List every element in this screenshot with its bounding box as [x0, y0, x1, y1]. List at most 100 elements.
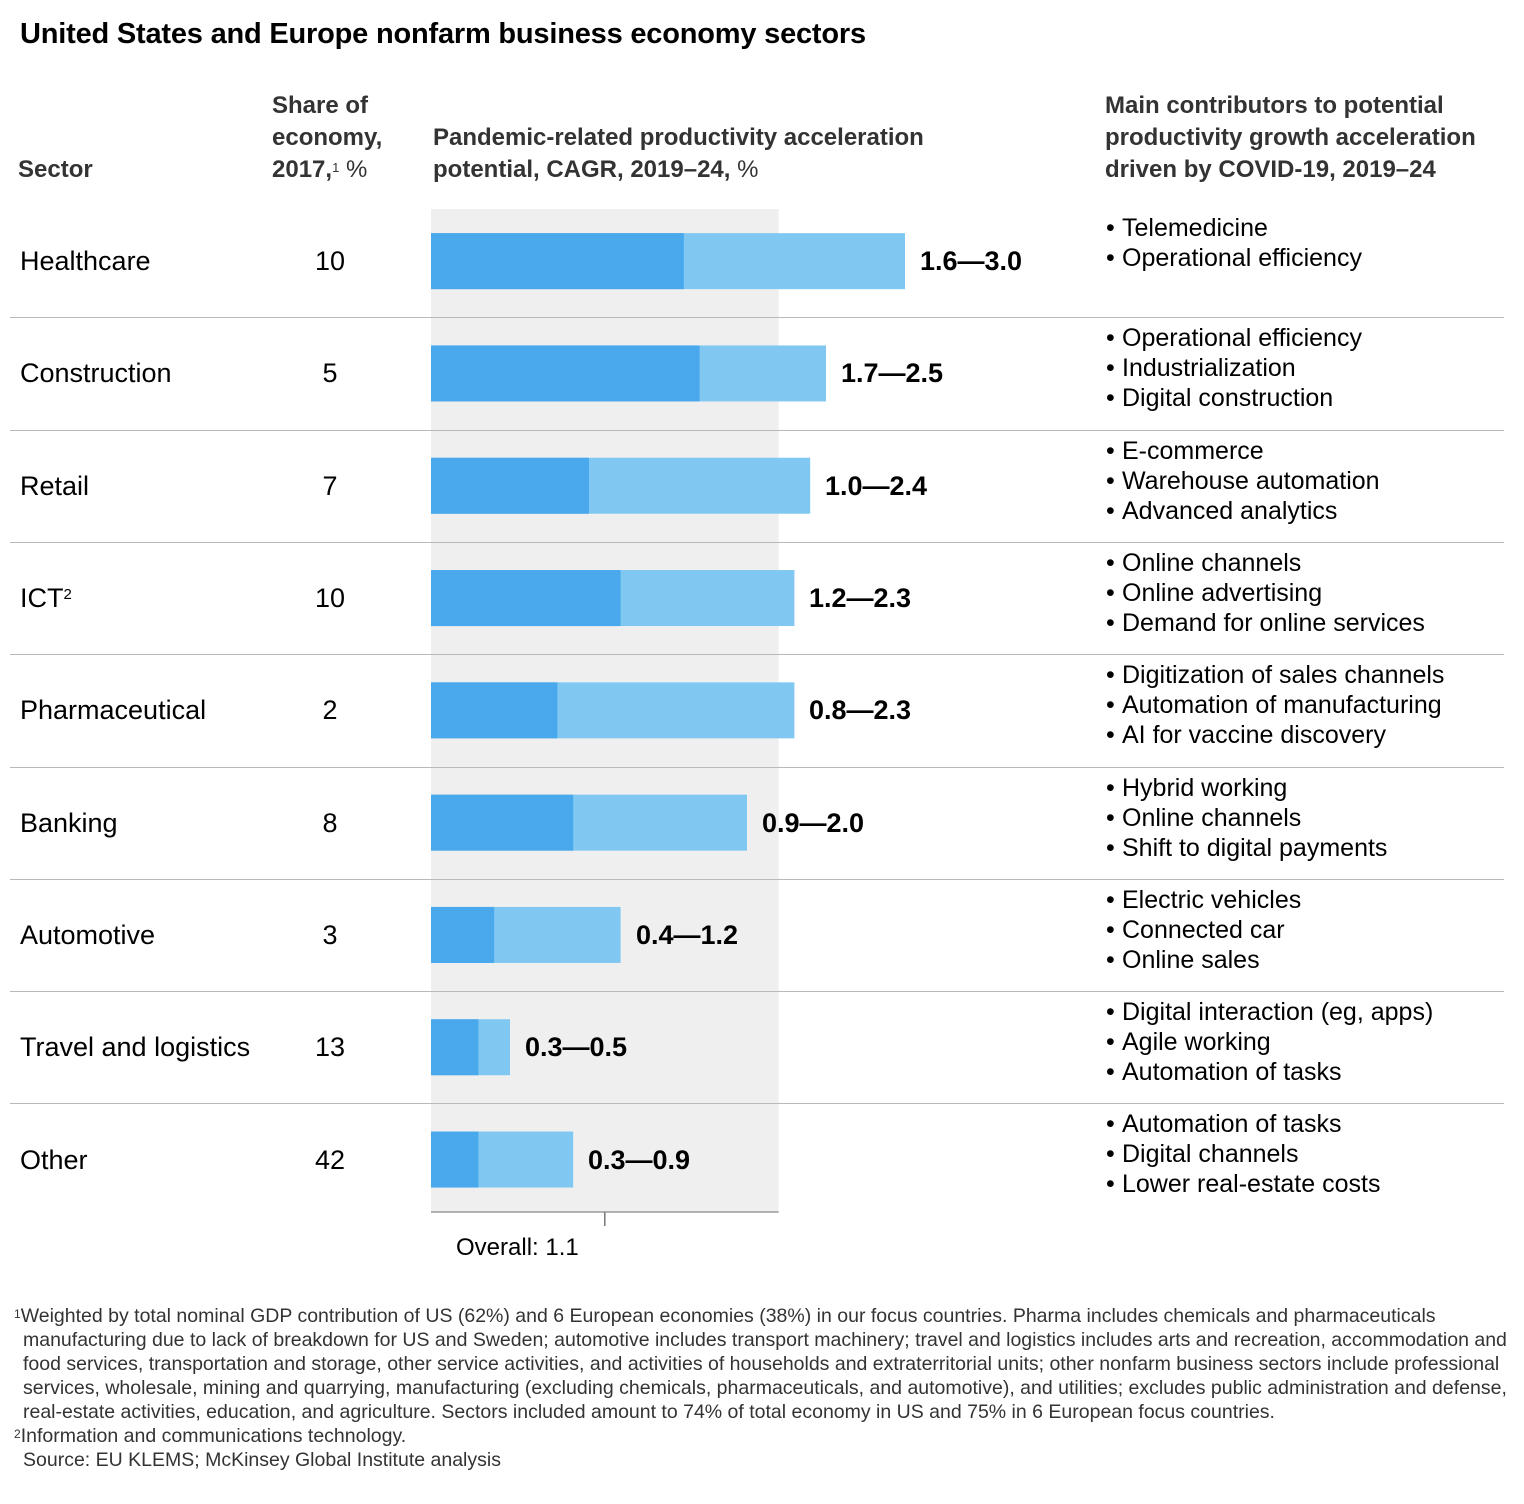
share-value: 5: [322, 358, 338, 388]
contributors-list: TelemedicineOperational efficiency: [1106, 213, 1362, 273]
row-divider: [10, 654, 1504, 655]
contributor-item: Digital construction: [1106, 383, 1362, 413]
row-divider: [10, 879, 1504, 880]
header-chart-period: potential, CAGR, 2019–24,: [433, 156, 731, 183]
range-label: 0.9—2.0: [762, 808, 865, 838]
sector-name: Healthcare: [20, 246, 151, 276]
sector-label: Construction: [20, 357, 172, 389]
bar-low-5: [431, 794, 574, 851]
header-sector: Sector: [18, 156, 93, 183]
bar-low-4: [431, 682, 558, 739]
contributors-list: Operational efficiencyIndustrializationD…: [1106, 323, 1362, 413]
contributor-item: Operational efficiency: [1106, 323, 1362, 353]
header-contrib-line2: productivity growth acceleration: [1105, 124, 1476, 151]
sector-label: Banking: [20, 807, 118, 839]
share-value: 10: [314, 246, 346, 276]
source-text: Source: EU KLEMS; McKinsey Global Instit…: [23, 1449, 501, 1471]
header-contrib-line3: driven by COVID-19, 2019–24: [1105, 156, 1436, 183]
contributor-item: Telemedicine: [1106, 213, 1362, 243]
contributor-item: Digital interaction (eg, apps): [1106, 997, 1433, 1027]
header-chart-line1: Pandemic-related productivity accelerati…: [433, 124, 924, 151]
header-share: Share of economy, 2017,1 %: [272, 90, 382, 186]
contributors-list: Online channelsOnline advertisingDemand …: [1106, 548, 1425, 638]
row-divider: [10, 1103, 1504, 1104]
row-divider: [10, 317, 1504, 318]
range-label: 0.3—0.9: [588, 1145, 691, 1175]
bar-low-2: [431, 457, 589, 514]
contributor-item: AI for vaccine discovery: [1106, 720, 1444, 750]
contributor-item: Automation of tasks: [1106, 1057, 1433, 1087]
sector-label: Pharmaceutical: [20, 694, 206, 726]
range-label: 1.7—2.5: [841, 358, 944, 388]
header-share-line2: economy,: [272, 124, 383, 151]
chart-area: [431, 209, 905, 1226]
contributor-item: Agile working: [1106, 1027, 1433, 1057]
contributor-item: Demand for online services: [1106, 608, 1425, 638]
share-value: 8: [322, 808, 338, 838]
sector-name: Banking: [20, 808, 118, 838]
header-contributors: Main contributors to potential productiv…: [1105, 90, 1515, 186]
row-divider: [10, 767, 1504, 768]
bar-low-8: [431, 1131, 479, 1188]
footnote-1-marker: 1: [14, 1307, 21, 1321]
sector-name: Construction: [20, 358, 172, 388]
header-chart-line2: potential, CAGR, 2019–24, %: [433, 154, 1053, 186]
header-contrib-line1: Main contributors to potential: [1105, 92, 1444, 119]
footnote-1: 1Weighted by total nominal GDP contribut…: [14, 1304, 1509, 1424]
share-value: 42: [314, 1145, 346, 1175]
contributor-item: Automation of tasks: [1106, 1109, 1380, 1139]
footnote-2-marker: 2: [14, 1427, 21, 1441]
header-share-year: 2017,: [272, 156, 333, 183]
source-note: Source: EU KLEMS; McKinsey Global Instit…: [14, 1448, 1509, 1472]
range-label: 1.0—2.4: [825, 471, 928, 501]
range-label: 0.4—1.2: [636, 920, 739, 950]
range-label: 0.3—0.5: [525, 1032, 628, 1062]
bar-low-3: [431, 570, 621, 627]
range-label: 0.8—2.3: [809, 695, 912, 725]
row-divider: [10, 991, 1504, 992]
footnote-1-text: Weighted by total nominal GDP contributi…: [20, 1305, 1507, 1423]
contributor-item: Lower real-estate costs: [1106, 1169, 1380, 1199]
sector-name: Travel and logistics: [20, 1032, 251, 1062]
sector-label: Healthcare: [20, 245, 151, 277]
sector-label: Retail: [20, 470, 89, 502]
contributor-item: Warehouse automation: [1106, 466, 1380, 496]
footnotes: 1Weighted by total nominal GDP contribut…: [14, 1304, 1509, 1472]
contributors-list: Electric vehiclesConnected carOnline sal…: [1106, 885, 1301, 975]
bar-low-0: [431, 233, 684, 290]
contributor-item: Advanced analytics: [1106, 496, 1380, 526]
contributor-item: Automation of manufacturing: [1106, 690, 1444, 720]
sector-label: Travel and logistics: [20, 1031, 250, 1063]
header-share-line1: Share of: [272, 92, 369, 119]
contributor-item: Industrialization: [1106, 353, 1362, 383]
bar-low-6: [431, 906, 495, 963]
overall-label: Overall: 1.1: [456, 1234, 579, 1261]
share-value: 13: [314, 1032, 346, 1062]
header-chart-unit: %: [737, 156, 759, 183]
contributor-item: Digitization of sales channels: [1106, 660, 1444, 690]
row-divider: [10, 430, 1504, 431]
footnote-ref-1: 1: [332, 160, 340, 175]
contributor-item: Online channels: [1106, 548, 1425, 578]
contributors-list: Automation of tasksDigital channelsLower…: [1106, 1109, 1380, 1199]
sector-label: ICT2: [20, 582, 72, 614]
header-share-line3: 2017,1 %: [272, 154, 382, 186]
contributor-item: Connected car: [1106, 915, 1301, 945]
chart-title: United States and Europe nonfarm busines…: [20, 18, 866, 50]
contributor-item: Electric vehicles: [1106, 885, 1301, 915]
range-label: 1.6—3.0: [920, 246, 1023, 276]
contributor-item: Online advertising: [1106, 578, 1425, 608]
contributors-list: Digitization of sales channelsAutomation…: [1106, 660, 1444, 750]
range-label: 1.2—2.3: [809, 583, 912, 613]
share-value: 10: [314, 583, 346, 613]
contributor-item: E-commerce: [1106, 436, 1380, 466]
row-divider: [10, 542, 1504, 543]
sector-name: Pharmaceutical: [20, 695, 207, 725]
sector-name: ICT: [20, 583, 64, 613]
share-value: 3: [322, 920, 338, 950]
sector-label: Other: [20, 1144, 88, 1176]
contributor-item: Digital channels: [1106, 1139, 1380, 1169]
footnote-2-text: Information and communications technolog…: [20, 1425, 407, 1447]
contributor-item: Operational efficiency: [1106, 243, 1362, 273]
bar-low-1: [431, 345, 700, 402]
